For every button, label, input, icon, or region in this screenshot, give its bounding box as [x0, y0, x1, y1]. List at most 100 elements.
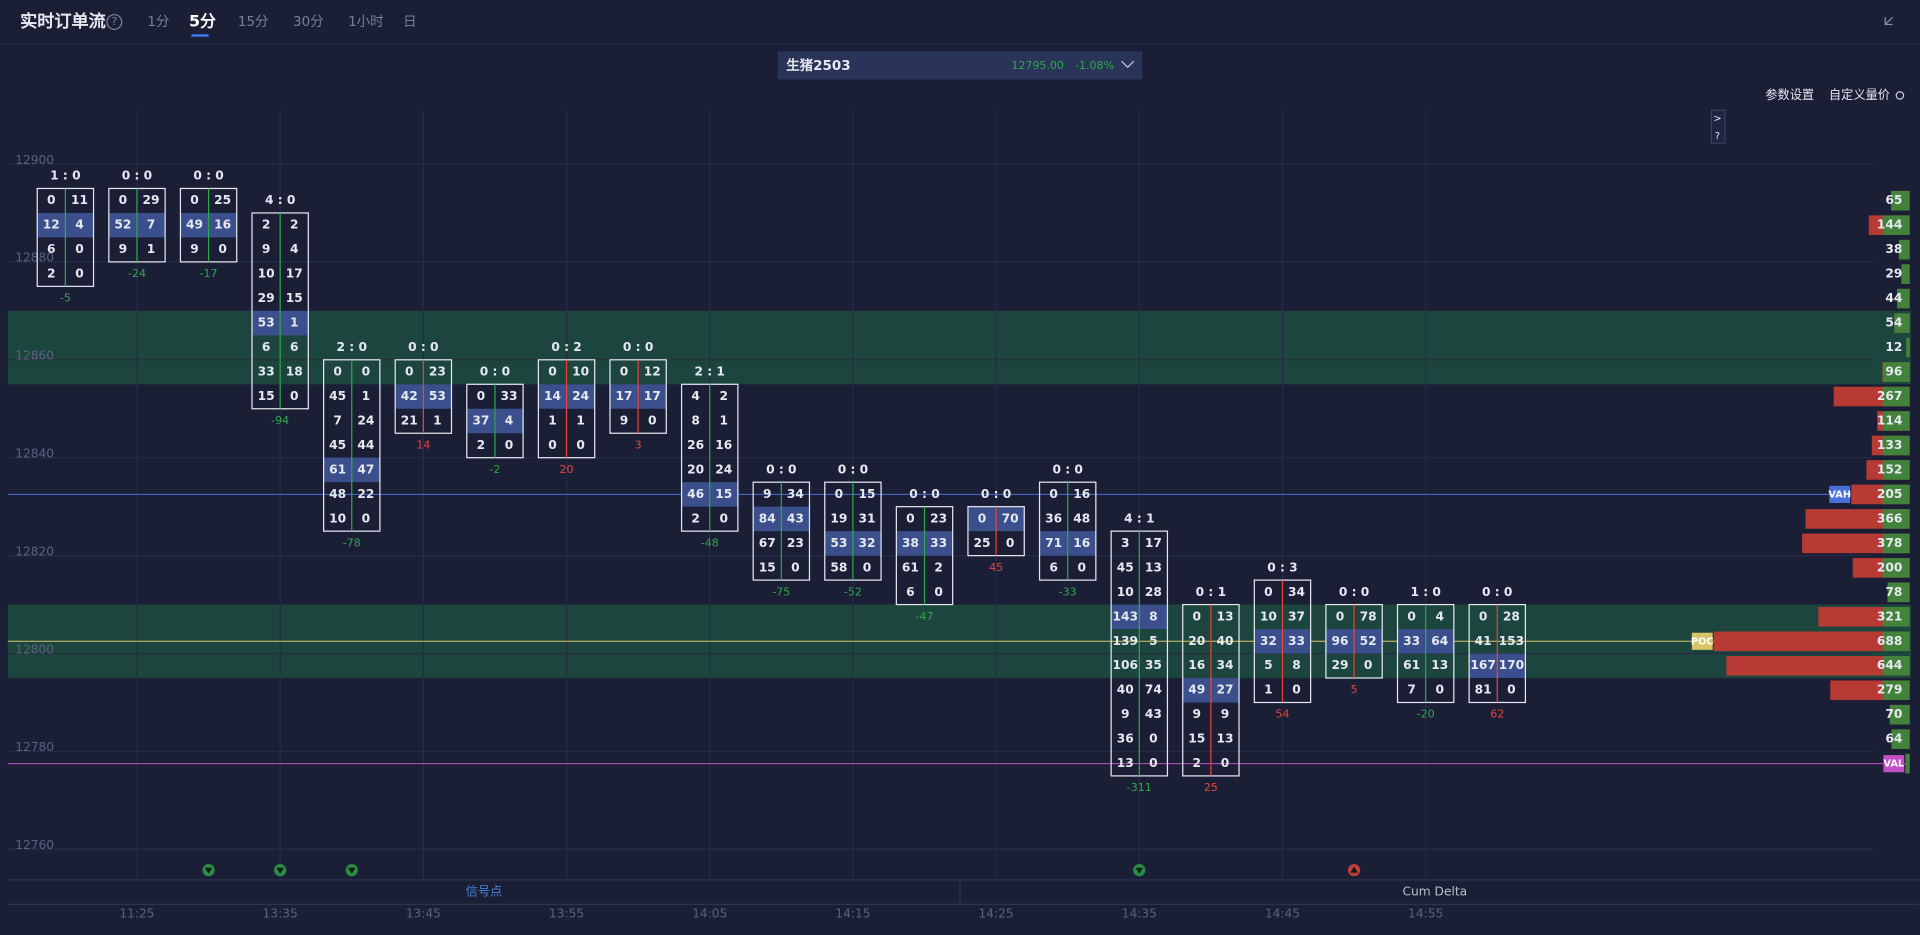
- tab[interactable]: 30分: [293, 14, 324, 30]
- ask-value: 15: [286, 291, 303, 305]
- ask-value: 16: [1073, 536, 1090, 550]
- bid-value: 7: [1407, 683, 1416, 697]
- side-button[interactable]: >: [1713, 114, 1721, 125]
- instrument-box[interactable]: [777, 51, 1143, 80]
- ask-value: 0: [362, 365, 371, 379]
- bid-value: 96: [1331, 634, 1348, 648]
- app-title: 实时订单流: [20, 11, 106, 32]
- ratio-label: 0 : 0: [1482, 585, 1512, 599]
- bid-value: 0: [906, 511, 915, 525]
- ask-value: 0: [791, 560, 800, 574]
- bid-value: 33: [258, 365, 275, 379]
- ratio-label: 0 : 0: [909, 487, 939, 501]
- profile-value: 279: [1877, 683, 1903, 697]
- ratio-label: 0 : 0: [408, 340, 438, 354]
- ask-value: 0: [648, 413, 657, 427]
- bid-value: 143: [1112, 609, 1138, 623]
- dropdown-icon[interactable]: [1121, 60, 1135, 69]
- bid-value: 45: [329, 389, 346, 403]
- bid-value: 0: [333, 365, 342, 379]
- profile-value: 70: [1885, 707, 1902, 721]
- bid-value: 0: [1336, 609, 1345, 623]
- tab[interactable]: 5分: [189, 12, 216, 31]
- signal-arrow: [1350, 866, 1358, 873]
- bid-value: 13: [1117, 756, 1134, 770]
- help-text[interactable]: ?: [111, 15, 117, 28]
- bid-value: 167: [1470, 658, 1496, 672]
- collapse-icon[interactable]: [1884, 16, 1893, 26]
- ask-value: 6: [290, 340, 299, 354]
- delta-label: -17: [200, 267, 218, 280]
- ask-value: 0: [1292, 683, 1301, 697]
- ask-value: 70: [1002, 511, 1019, 525]
- ask-value: 0: [362, 511, 371, 525]
- profile-bar-accent: [1882, 435, 1910, 456]
- bid-value: 81: [1475, 683, 1492, 697]
- profile-bar-accent: [1882, 215, 1910, 235]
- bid-value: 38: [902, 536, 919, 550]
- bid-value: 6: [47, 242, 56, 256]
- ask-value: 0: [1364, 658, 1373, 672]
- ask-value: 0: [1435, 683, 1444, 697]
- profile-bar-accent: [1897, 288, 1910, 309]
- bid-value: 0: [1479, 609, 1488, 623]
- ask-cell: [65, 212, 94, 238]
- ask-value: 11: [71, 193, 88, 207]
- panel-tab[interactable]: 信号点: [466, 885, 503, 899]
- panel-tab[interactable]: Cum Delta: [1403, 885, 1468, 899]
- profile-value: 12: [1885, 340, 1902, 354]
- bid-value: 0: [548, 365, 557, 379]
- profile-bar-accent: [1889, 704, 1910, 725]
- bid-value: 8: [691, 413, 700, 427]
- ratio-label: 4 : 1: [1124, 511, 1154, 525]
- tab[interactable]: 1分: [147, 14, 169, 30]
- bid-value: 139: [1112, 634, 1138, 648]
- x-tick-label: 13:45: [406, 907, 441, 921]
- profile-value: 38: [1885, 242, 1902, 256]
- tab[interactable]: 15分: [238, 14, 269, 30]
- toolbar-button[interactable]: 参数设置: [1765, 87, 1814, 102]
- ask-value: 0: [720, 511, 729, 525]
- ask-cell: [1067, 531, 1096, 556]
- ask-cell: [280, 310, 309, 336]
- profile-value: 378: [1877, 536, 1903, 550]
- profile-value: 96: [1885, 365, 1902, 379]
- bid-value: 37: [472, 413, 489, 427]
- ask-value: 2: [934, 560, 943, 574]
- bid-value: 0: [119, 193, 128, 207]
- side-button[interactable]: ?: [1715, 131, 1720, 142]
- bid-value: 84: [759, 511, 776, 525]
- x-tick-label: 14:55: [1408, 907, 1443, 921]
- bid-value: 0: [190, 193, 199, 207]
- toolbar-button[interactable]: 自定义量价: [1829, 87, 1890, 102]
- delta-label: -47: [916, 610, 934, 623]
- tab[interactable]: 1小时: [348, 14, 383, 30]
- level-tag: [1691, 632, 1713, 650]
- bid-cell: [753, 506, 782, 532]
- delta-label: -24: [128, 267, 146, 280]
- ask-value: 13: [1145, 560, 1162, 574]
- tab[interactable]: 日: [403, 15, 416, 30]
- x-tick-label: 11:25: [119, 907, 154, 921]
- bid-value: 20: [1188, 634, 1205, 648]
- ask-value: 0: [1149, 732, 1158, 746]
- bid-cell: [1469, 653, 1498, 678]
- level-tag-label: POC: [1691, 636, 1714, 647]
- bid-value: 0: [1264, 585, 1273, 599]
- ask-value: 0: [218, 242, 227, 256]
- bid-value: 15: [258, 389, 275, 403]
- ask-value: 25: [214, 193, 231, 207]
- help-icon[interactable]: [106, 14, 123, 30]
- y-tick-label: 12840: [15, 447, 54, 461]
- ask-value: 0: [1507, 683, 1516, 697]
- ask-value: 74: [1145, 683, 1162, 697]
- ask-cell: [208, 212, 237, 238]
- bid-value: 67: [759, 536, 776, 550]
- ratio-label: 0 : 3: [1267, 560, 1297, 574]
- profile-value: 133: [1877, 438, 1903, 452]
- bid-cell: [1397, 629, 1426, 654]
- bid-value: 2: [1193, 756, 1202, 770]
- delta-label: 25: [1204, 781, 1218, 794]
- y-tick-label: 12760: [15, 838, 54, 852]
